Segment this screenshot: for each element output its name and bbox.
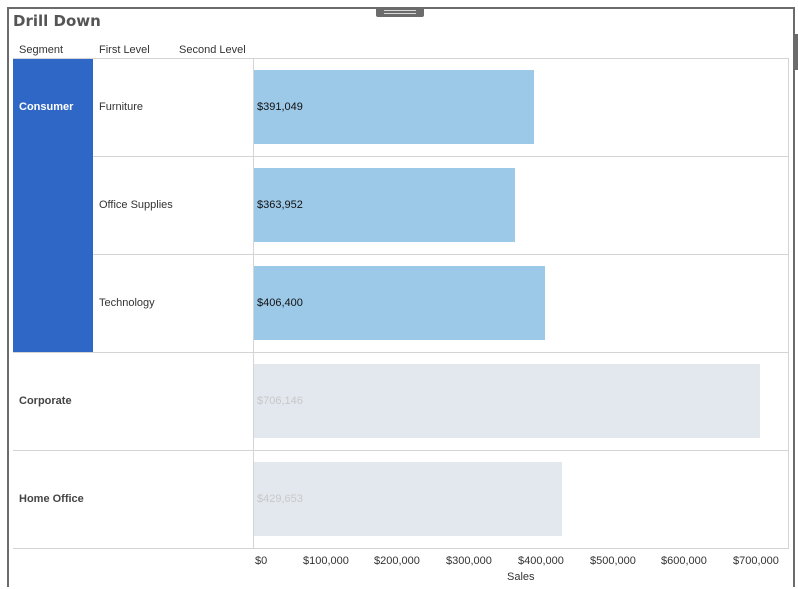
x-tick-label: $300,000 — [446, 555, 492, 567]
sales-bar[interactable] — [254, 462, 562, 536]
row-divider — [13, 450, 788, 451]
resize-grip-icon[interactable] — [376, 7, 424, 17]
row-divider — [13, 352, 788, 353]
bar-value-label: $406,400 — [257, 297, 303, 309]
bar-value-label: $391,049 — [257, 101, 303, 113]
pane-border — [788, 58, 789, 549]
bar-value-label: $706,146 — [257, 395, 303, 407]
sales-bar[interactable] — [254, 266, 545, 340]
header-first-level[interactable]: First Level — [99, 44, 150, 56]
row-divider — [13, 548, 788, 549]
row-divider — [13, 58, 788, 59]
segment-label[interactable]: Consumer — [19, 101, 74, 113]
x-tick-label: $600,000 — [661, 555, 707, 567]
header-segment[interactable]: Segment — [19, 44, 64, 56]
category-label[interactable]: Office Supplies — [99, 199, 173, 211]
row-divider — [93, 254, 788, 255]
header-second-level[interactable]: Second Level — [179, 44, 246, 56]
row-divider — [93, 156, 788, 157]
sales-bar[interactable] — [254, 168, 515, 242]
x-tick-label: $200,000 — [374, 555, 420, 567]
consumer-segment-highlight[interactable] — [13, 59, 93, 352]
bar-value-label: $363,952 — [257, 199, 303, 211]
segment-label[interactable]: Home Office — [19, 493, 84, 505]
sales-bar[interactable] — [254, 364, 760, 438]
x-tick-label: $0 — [255, 555, 268, 567]
x-tick-label: $500,000 — [590, 555, 636, 567]
category-label[interactable]: Furniture — [99, 101, 144, 113]
segment-label[interactable]: Corporate — [19, 395, 72, 407]
category-label[interactable]: Technology — [99, 297, 155, 309]
scroll-handle[interactable] — [793, 34, 798, 70]
x-tick-label: $700,000 — [733, 555, 779, 567]
x-axis-title: Sales — [507, 571, 535, 583]
sales-bar[interactable] — [254, 70, 534, 144]
x-tick-label: $100,000 — [303, 555, 349, 567]
bar-value-label: $429,653 — [257, 493, 303, 505]
x-tick-label: $400,000 — [518, 555, 564, 567]
page-title: Drill Down — [13, 12, 101, 30]
axis-line — [253, 58, 254, 549]
